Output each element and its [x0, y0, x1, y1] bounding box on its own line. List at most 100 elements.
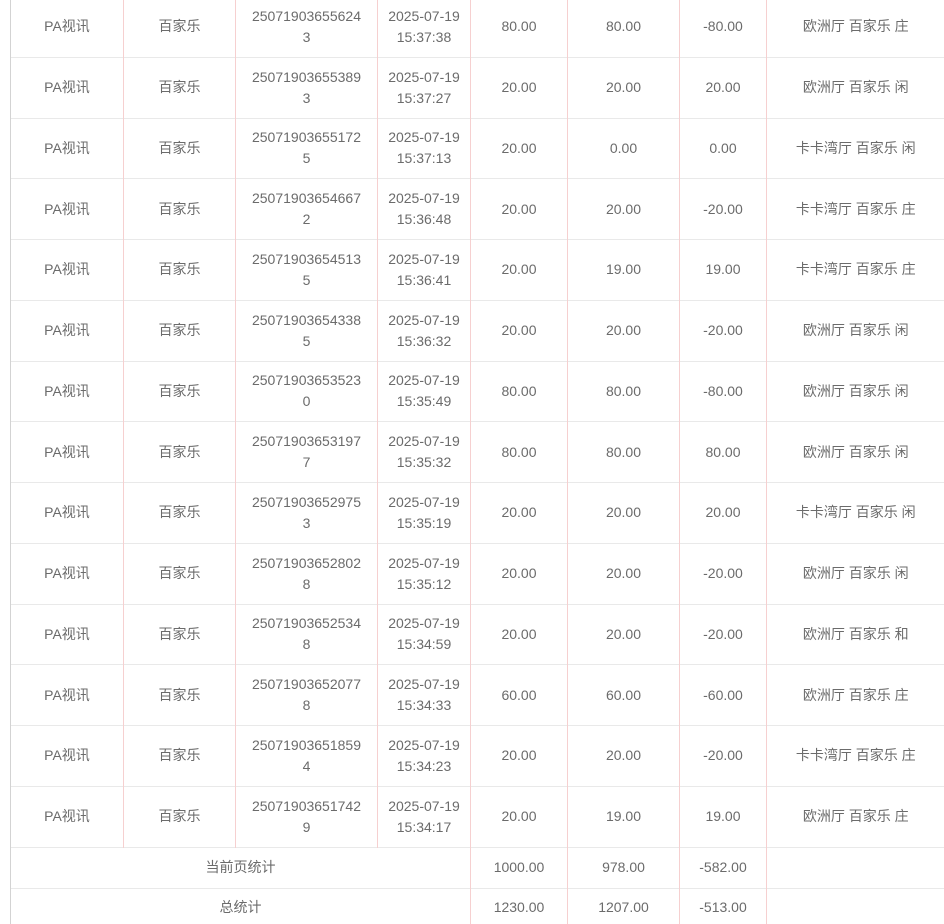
cell-order-number: 250719036517429 — [235, 785, 378, 847]
table-row: PA视讯 百家乐 250719036543385 2025-07-19 15:3… — [10, 299, 944, 361]
cell-game-type: 百家乐 — [123, 178, 236, 240]
cell-valid-amount: 80.00 — [567, 0, 680, 58]
cell-order-number: 250719036551725 — [235, 117, 378, 179]
cell-table-info: 卡卡湾厅 百家乐 闲 — [766, 482, 944, 544]
table-row: PA视讯 百家乐 250719036518594 2025-07-19 15:3… — [10, 725, 944, 787]
cell-order-number: 250719036531977 — [235, 421, 378, 483]
cell-valid-amount: 19.00 — [567, 239, 680, 301]
total-summary-bet-total: 1230.00 — [470, 887, 568, 924]
cell-bet-amount: 20.00 — [470, 482, 568, 544]
order-number-text: 250719036531977 — [251, 433, 361, 471]
table-row: PA视讯 百家乐 250719036531977 2025-07-19 15:3… — [10, 421, 944, 483]
table-row: PA视讯 百家乐 250719036535230 2025-07-19 15:3… — [10, 360, 944, 422]
cell-platform: PA视讯 — [10, 603, 124, 665]
cell-valid-amount: 20.00 — [567, 603, 680, 665]
table-row: PA视讯 百家乐 250719036517429 2025-07-19 15:3… — [10, 785, 944, 847]
order-number-text: 250719036546672 — [251, 190, 361, 228]
cell-game-type: 百家乐 — [123, 56, 236, 118]
cell-order-number: 250719036528028 — [235, 542, 378, 604]
cell-win-loss: -80.00 — [679, 360, 767, 422]
cell-platform: PA视讯 — [10, 56, 124, 118]
cell-game-type: 百家乐 — [123, 360, 236, 422]
cell-win-loss: 19.00 — [679, 785, 767, 847]
cell-table-info: 卡卡湾厅 百家乐 闲 — [766, 117, 944, 179]
cell-table-info: 欧洲厅 百家乐 闲 — [766, 360, 944, 422]
cell-bet-time: 2025-07-19 15:36:48 — [377, 178, 471, 240]
page-summary-empty-cell — [766, 846, 944, 888]
cell-table-info: 欧洲厅 百家乐 闲 — [766, 421, 944, 483]
cell-bet-time: 2025-07-19 15:35:19 — [377, 482, 471, 544]
total-summary-win-loss-total: -513.00 — [679, 887, 767, 924]
cell-valid-amount: 20.00 — [567, 178, 680, 240]
cell-bet-amount: 20.00 — [470, 117, 568, 179]
order-number-text: 250719036517429 — [251, 797, 361, 835]
cell-win-loss: -20.00 — [679, 542, 767, 604]
cell-valid-amount: 80.00 — [567, 360, 680, 422]
cell-bet-amount: 60.00 — [470, 664, 568, 726]
cell-game-type: 百家乐 — [123, 239, 236, 301]
cell-bet-time: 2025-07-19 15:35:49 — [377, 360, 471, 422]
cell-platform: PA视讯 — [10, 664, 124, 726]
cell-order-number: 250719036545135 — [235, 239, 378, 301]
cell-game-type: 百家乐 — [123, 482, 236, 544]
cell-table-info: 卡卡湾厅 百家乐 庄 — [766, 178, 944, 240]
cell-valid-amount: 20.00 — [567, 725, 680, 787]
cell-table-info: 欧洲厅 百家乐 闲 — [766, 56, 944, 118]
order-number-text: 250719036518594 — [251, 736, 361, 774]
cell-table-info: 欧洲厅 百家乐 庄 — [766, 664, 944, 726]
cell-bet-amount: 20.00 — [470, 56, 568, 118]
cell-game-type: 百家乐 — [123, 117, 236, 179]
order-number-text: 250719036528028 — [251, 554, 361, 592]
cell-bet-amount: 20.00 — [470, 603, 568, 665]
cell-game-type: 百家乐 — [123, 785, 236, 847]
cell-game-type: 百家乐 — [123, 421, 236, 483]
cell-order-number: 250719036543385 — [235, 299, 378, 361]
cell-platform: PA视讯 — [10, 299, 124, 361]
order-number-text: 250719036535230 — [251, 372, 361, 410]
table-row: PA视讯 百家乐 250719036546672 2025-07-19 15:3… — [10, 178, 944, 240]
cell-table-info: 卡卡湾厅 百家乐 庄 — [766, 725, 944, 787]
order-number-text: 250719036529753 — [251, 493, 361, 531]
cell-game-type: 百家乐 — [123, 603, 236, 665]
cell-win-loss: 20.00 — [679, 482, 767, 544]
cell-order-number: 250719036556243 — [235, 0, 378, 58]
table-row: PA视讯 百家乐 250719036556243 2025-07-19 15:3… — [10, 0, 944, 58]
page-summary-label: 当前页统计 — [10, 846, 471, 888]
cell-bet-time: 2025-07-19 15:34:59 — [377, 603, 471, 665]
table-row: PA视讯 百家乐 250719036553893 2025-07-19 15:3… — [10, 56, 944, 118]
cell-table-info: 欧洲厅 百家乐 庄 — [766, 785, 944, 847]
table-row: PA视讯 百家乐 250719036529753 2025-07-19 15:3… — [10, 482, 944, 544]
cell-platform: PA视讯 — [10, 178, 124, 240]
cell-win-loss: 80.00 — [679, 421, 767, 483]
cell-win-loss: 0.00 — [679, 117, 767, 179]
cell-bet-amount: 20.00 — [470, 299, 568, 361]
cell-bet-time: 2025-07-19 15:37:38 — [377, 0, 471, 58]
cell-platform: PA视讯 — [10, 0, 124, 58]
page-summary-row: 当前页统计 1000.00 978.00 -582.00 — [10, 846, 944, 888]
cell-order-number: 250719036546672 — [235, 178, 378, 240]
cell-win-loss: -20.00 — [679, 299, 767, 361]
cell-order-number: 250719036553893 — [235, 56, 378, 118]
total-summary-empty-cell — [766, 887, 944, 924]
cell-win-loss: -20.00 — [679, 603, 767, 665]
cell-platform: PA视讯 — [10, 725, 124, 787]
cell-bet-amount: 80.00 — [470, 421, 568, 483]
cell-table-info: 欧洲厅 百家乐 闲 — [766, 542, 944, 604]
cell-order-number: 250719036525348 — [235, 603, 378, 665]
order-number-text: 250719036525348 — [251, 615, 361, 653]
cell-bet-time: 2025-07-19 15:34:17 — [377, 785, 471, 847]
cell-win-loss: -20.00 — [679, 178, 767, 240]
cell-platform: PA视讯 — [10, 421, 124, 483]
cell-bet-time: 2025-07-19 15:37:27 — [377, 56, 471, 118]
cell-bet-time: 2025-07-19 15:36:32 — [377, 299, 471, 361]
bet-records-table: PA视讯 百家乐 250719036556243 2025-07-19 15:3… — [10, 0, 944, 924]
cell-valid-amount: 0.00 — [567, 117, 680, 179]
cell-valid-amount: 60.00 — [567, 664, 680, 726]
cell-order-number: 250719036518594 — [235, 725, 378, 787]
order-number-text: 250719036520778 — [251, 676, 361, 714]
cell-bet-time: 2025-07-19 15:36:41 — [377, 239, 471, 301]
order-number-text: 250719036543385 — [251, 311, 361, 349]
cell-valid-amount: 20.00 — [567, 299, 680, 361]
order-number-text: 250719036545135 — [251, 250, 361, 288]
cell-platform: PA视讯 — [10, 360, 124, 422]
